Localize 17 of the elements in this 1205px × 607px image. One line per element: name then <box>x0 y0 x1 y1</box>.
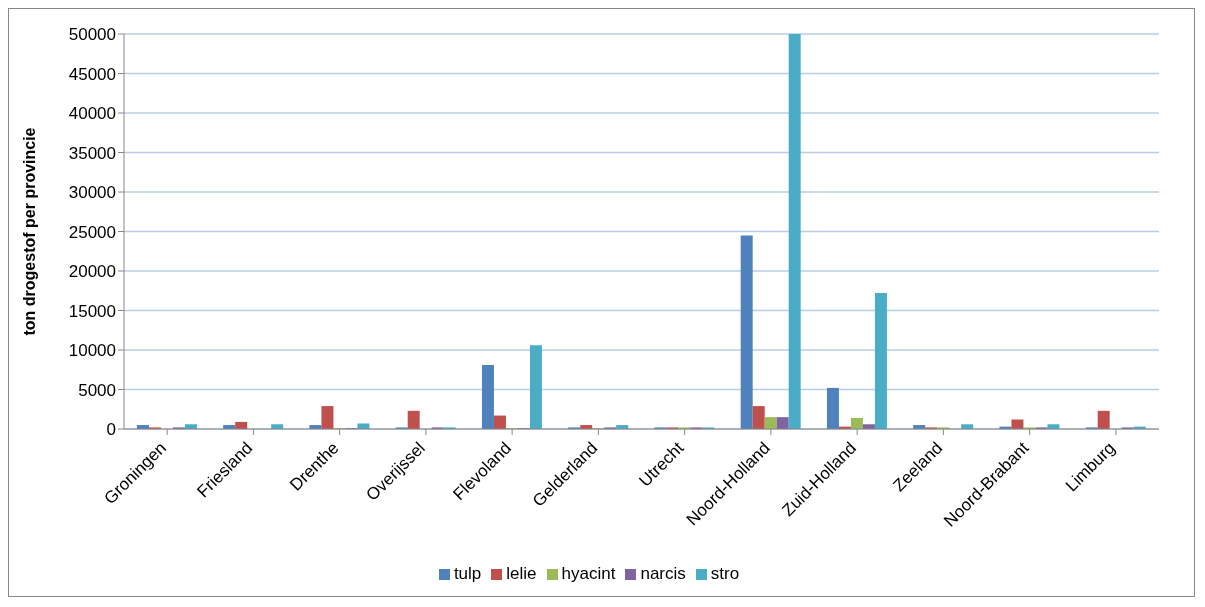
y-axis-title: ton drogestof per provincie <box>20 127 38 336</box>
y-tick-label: 5000 <box>78 380 116 400</box>
y-tick-label: 30000 <box>68 183 116 203</box>
y-tick-label: 45000 <box>68 64 116 84</box>
y-tick-label: 20000 <box>68 262 116 282</box>
y-tick-label: 40000 <box>68 104 116 124</box>
y-tick-label: 35000 <box>68 143 116 163</box>
y-tick-label: 15000 <box>68 301 116 321</box>
legend-label: stro <box>710 564 740 583</box>
y-tick-label: 0 <box>106 420 116 440</box>
y-tick-label: 10000 <box>68 341 116 361</box>
legend-label: lelie <box>506 564 537 583</box>
legend-label: tulp <box>453 564 482 583</box>
y-tick-label: 25000 <box>68 222 116 242</box>
legend-label: hyacint <box>561 564 616 583</box>
y-tick-label: 50000 <box>68 25 116 45</box>
legend-label: narcis <box>640 564 686 583</box>
